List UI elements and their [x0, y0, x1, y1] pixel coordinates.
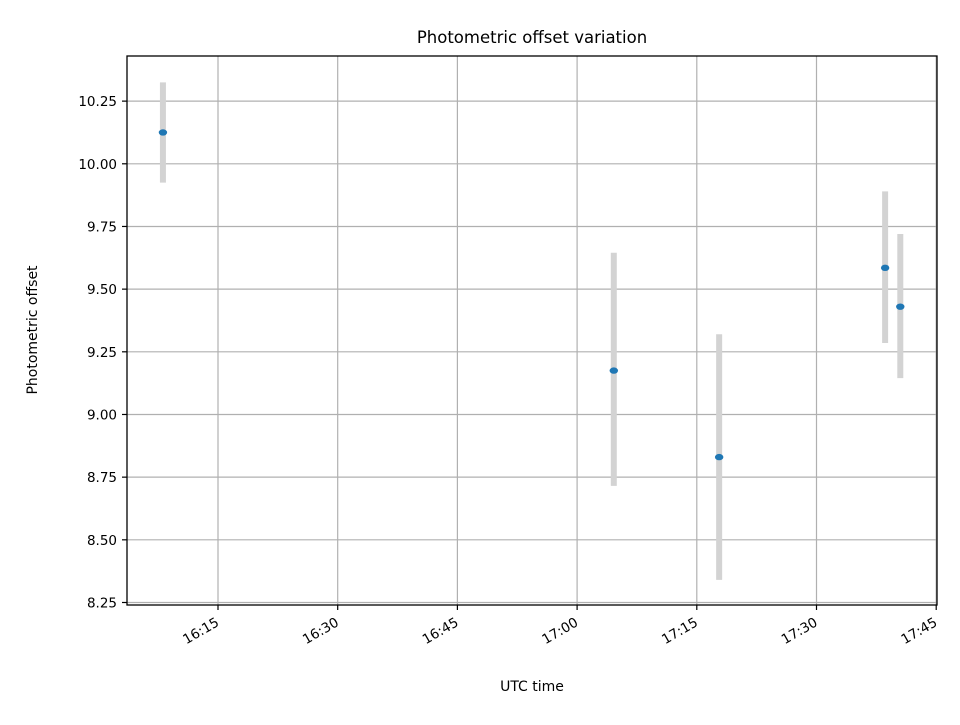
y-tick-label: 8.75 [87, 470, 117, 486]
data-point [896, 303, 905, 310]
y-tick-label: 10.25 [78, 94, 117, 110]
data-point [609, 367, 619, 374]
y-tick-label: 9.75 [87, 219, 117, 235]
data-point [714, 453, 724, 461]
x-tick-label: 16:45 [420, 615, 462, 648]
chart-title: Photometric offset variation [417, 28, 647, 47]
y-axis-label: Photometric offset [25, 265, 41, 395]
y-tick-label: 8.50 [87, 533, 117, 549]
x-axis-label: UTC time [500, 679, 564, 695]
point-layer [158, 129, 905, 461]
x-tick-label: 16:30 [300, 615, 342, 648]
plot-frame [126, 55, 938, 606]
data-point [158, 129, 168, 136]
x-tick-label: 17:30 [779, 615, 821, 648]
x-tick-label: 17:45 [899, 615, 941, 648]
y-tick-label: 10.00 [78, 157, 117, 173]
data-point [880, 264, 890, 272]
x-tick-label: 16:15 [180, 615, 222, 648]
errorbar-layer [159, 82, 904, 580]
y-tick-label: 9.25 [87, 345, 117, 361]
y-tick-label: 9.00 [87, 407, 117, 423]
axes-layer [126, 55, 938, 606]
x-tick-label: 17:00 [539, 615, 581, 648]
y-tick-label: 8.25 [87, 595, 117, 611]
y-tick-label: 9.50 [87, 282, 117, 298]
grid-layer [127, 56, 937, 605]
x-tick-label: 17:15 [659, 615, 701, 648]
tick-layer: 16:15 16:30 16:45 17:00 17:15 17:30 17:45 8.25 8… [78, 94, 940, 648]
